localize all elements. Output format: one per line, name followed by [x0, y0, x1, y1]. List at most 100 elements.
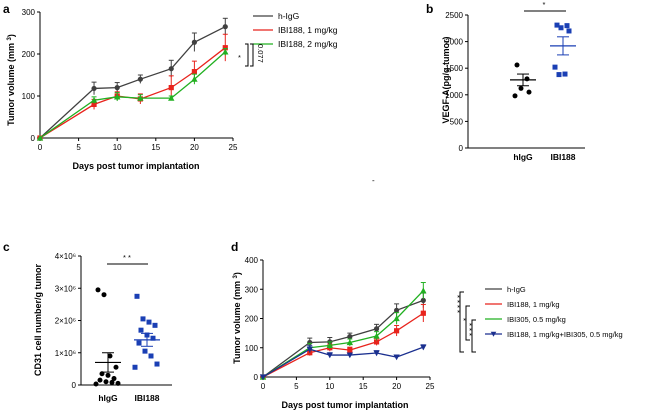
panel-d-ylabel-sup: 3: [233, 275, 239, 279]
panel-c-ylabel: CD31 cell number/g tumor: [33, 263, 43, 376]
panel-b-data-point: [558, 25, 564, 31]
panel-d-y-tick-label: 300: [245, 285, 259, 294]
panel-a-series-line-2: [39, 51, 226, 139]
panel-d-legend-label: h-IgG: [507, 285, 526, 294]
panel-c-y-tick-label: 3×10⁶: [55, 284, 76, 293]
panel-c-data-point: [111, 376, 117, 382]
panel-a-legend-label: IBI188, 1 mg/kg: [278, 25, 338, 35]
panel-letter-a: a: [3, 2, 10, 16]
panel-a-legend-label: IBI188, 2 mg/kg: [278, 39, 338, 49]
panel-a-data-point: [114, 93, 121, 100]
panel-b-data-point: [562, 71, 568, 77]
panel-a-ylabel-main: Tumor volume (mm: [6, 41, 16, 126]
panel-a-x-tick-label: 0: [38, 143, 43, 152]
panel-d-data-point: [346, 339, 354, 346]
panel-d-bracket-2: [465, 305, 470, 341]
panel-c-data-point: [136, 340, 142, 346]
panel-a-data-point: [137, 94, 144, 101]
panel-a-bracket-outer: [245, 43, 249, 67]
panel-c-y-tick-label: 4×10⁶: [55, 252, 76, 261]
panel-a-data-point: [90, 97, 98, 103]
panel-d-data-point: [393, 354, 400, 361]
panel-d-y-tick-label: 200: [245, 315, 259, 324]
panel-d-series-line-3: [262, 346, 424, 378]
panel-c-data-point: [115, 380, 121, 386]
panel-a-data-point: [137, 76, 143, 82]
panel-c-y-tick-label: 1×10⁶: [55, 349, 76, 358]
panel-b-data-point: [552, 64, 558, 70]
panel-d-y-tick-label: 400: [245, 256, 259, 265]
panel-d-x-tick-label: 15: [359, 382, 368, 391]
panel-d-data-point: [373, 332, 380, 339]
panel-d-x-tick-label: 5: [294, 382, 299, 391]
panel-d-data-point: [306, 346, 313, 353]
panel-d-legend-label: IBI188, 1 mg/kg: [507, 300, 560, 309]
panel-c-data-point: [103, 379, 109, 385]
panel-d-xlabel: Days post tumor implantation: [281, 400, 408, 410]
panel-a-star: *: [238, 53, 241, 62]
panel-c-data-point: [148, 353, 154, 359]
panel-c-data-point: [138, 327, 144, 333]
panel-c-y-tick-label: 2×10⁶: [55, 317, 76, 326]
panel-b-data-point: [564, 23, 570, 29]
panel-a-x-tick-label: 15: [151, 143, 160, 152]
panel-d-data-point: [347, 347, 353, 353]
panel-d-legend-label: IBI188, 1 mg/kg+IBI305, 0.5 mg/kg: [507, 330, 623, 339]
panel-b-data-point: [512, 93, 518, 99]
panel-d-data-point: [420, 310, 426, 316]
panel-c-data-point: [109, 379, 115, 385]
panel-a-data-point: [168, 85, 174, 91]
panel-a-data-point: [91, 101, 97, 107]
panel-d-data-point: [346, 352, 354, 359]
panel-d-data-point: [420, 297, 426, 303]
panel-b-data-point: [566, 28, 572, 34]
panel-c-data-point: [113, 364, 119, 370]
panel-d-x-tick-label: 10: [325, 382, 334, 391]
panel-d-star-2: *: [459, 318, 468, 321]
panel-c-data-point: [95, 287, 101, 293]
panel-a-data-point: [36, 134, 44, 141]
panel-b-plot: 0 500 1000 1500 2000 2500 hIgG IBI188: [445, 11, 585, 162]
panel-a-ylabel-sup: 3: [7, 37, 13, 41]
panel-d-series-line-0: [262, 299, 424, 378]
panel-a-y-tick-label: 200: [22, 50, 36, 59]
panel-c-data-point: [142, 348, 148, 354]
panel-b-star: *: [543, 0, 546, 9]
panel-c-category-label: IBI188: [134, 393, 159, 403]
panel-c-data-point: [132, 364, 138, 370]
panel-b-ylabel: VEGF-A(pg/g tumor): [441, 37, 451, 124]
panel-b-y-tick-label: 500: [450, 117, 464, 126]
panel-b-data-point: [556, 72, 562, 78]
panel-c-data-point: [154, 361, 160, 367]
panel-d-data-point: [394, 307, 400, 313]
panel-a-data-point: [191, 39, 197, 45]
panel-d-series-line-1: [262, 312, 424, 378]
panel-d-data-point: [347, 334, 353, 340]
panel-d-data-point: [326, 352, 333, 359]
panel-c-data-point: [150, 335, 156, 341]
panel-d-ylabel-main: Tumor volume (mm: [232, 279, 242, 364]
panel-a-y-tick-label: 0: [31, 134, 36, 143]
panel-d-legend: h-IgG IBI188, 1 mg/kg IBI305, 0.5 mg/kg IBI…: [485, 285, 623, 339]
panel-c-data-point: [105, 372, 111, 378]
panel-c-data-point: [140, 316, 146, 322]
panel-a-x-tick-label: 5: [76, 143, 81, 152]
panel-a-legend-label: h-IgG: [278, 11, 299, 21]
panel-a-data-point: [222, 24, 228, 30]
panel-a-y-tick-label: 300: [22, 8, 36, 17]
panel-b-y-tick-label: 1500: [445, 64, 463, 73]
panel-d-x-tick-label: 0: [261, 382, 266, 391]
panel-a-bracket-inner: [250, 43, 254, 67]
panel-a-data-point: [168, 94, 175, 101]
panel-d-data-point: [326, 342, 333, 349]
panel-b-data-point: [514, 62, 520, 68]
stray-mark: -: [372, 176, 375, 185]
panel-d-data-point: [373, 350, 380, 357]
panel-a-x-tick-label: 25: [229, 143, 238, 152]
panel-a-data-point: [91, 85, 97, 92]
panel-d-data-point: [393, 315, 400, 322]
panel-c-data-point: [146, 319, 152, 325]
panel-c-data-point: [93, 381, 99, 387]
panel-letter-d: d: [231, 240, 238, 254]
